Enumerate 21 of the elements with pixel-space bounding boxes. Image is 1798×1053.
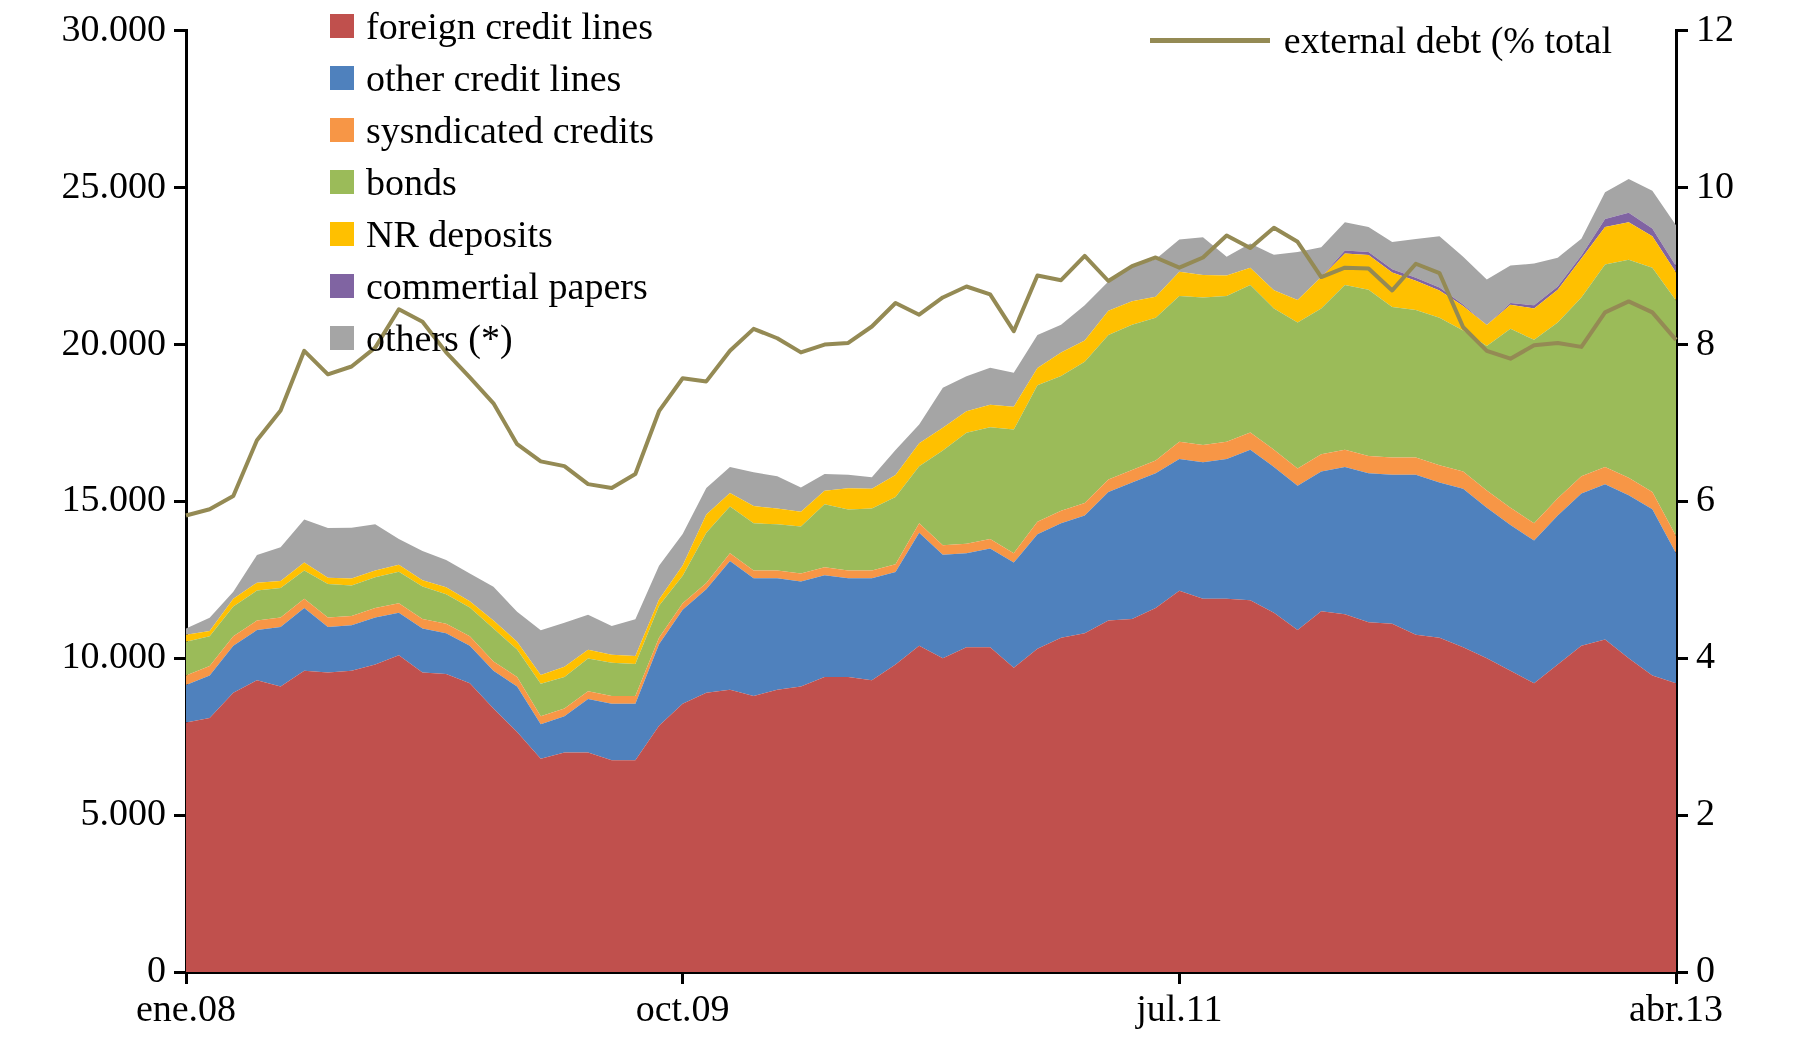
y2-tick-label: 6 bbox=[1696, 477, 1715, 520]
y2-tick-label: 4 bbox=[1696, 634, 1715, 677]
legend-label: NR deposits bbox=[366, 212, 553, 257]
y-tick-label: 25.000 bbox=[61, 163, 166, 206]
y-tick-label: 5.000 bbox=[80, 791, 166, 834]
x-tick-label: jul.11 bbox=[1134, 986, 1223, 1029]
legend-label: sysndicated credits bbox=[366, 108, 655, 153]
legend-label: foreign credit lines bbox=[366, 4, 654, 49]
y-tick-label: 15.000 bbox=[61, 477, 166, 520]
y2-tick-label: 2 bbox=[1696, 791, 1715, 834]
y-tick-label: 10.000 bbox=[61, 634, 166, 677]
y2-tick-label: 12 bbox=[1696, 6, 1734, 49]
x-tick-label: oct.09 bbox=[635, 986, 730, 1029]
y2-tick-label: 8 bbox=[1696, 320, 1715, 363]
legend-label: commertial papers bbox=[366, 264, 648, 309]
y-tick-label: 20.000 bbox=[61, 320, 166, 363]
legend-label: other credit lines bbox=[366, 56, 622, 101]
y2-tick-label: 10 bbox=[1696, 163, 1734, 206]
legend-label: external debt (% total bbox=[1283, 18, 1612, 63]
legend-label: bonds bbox=[366, 160, 457, 205]
y-tick-label: 30.000 bbox=[61, 6, 166, 49]
